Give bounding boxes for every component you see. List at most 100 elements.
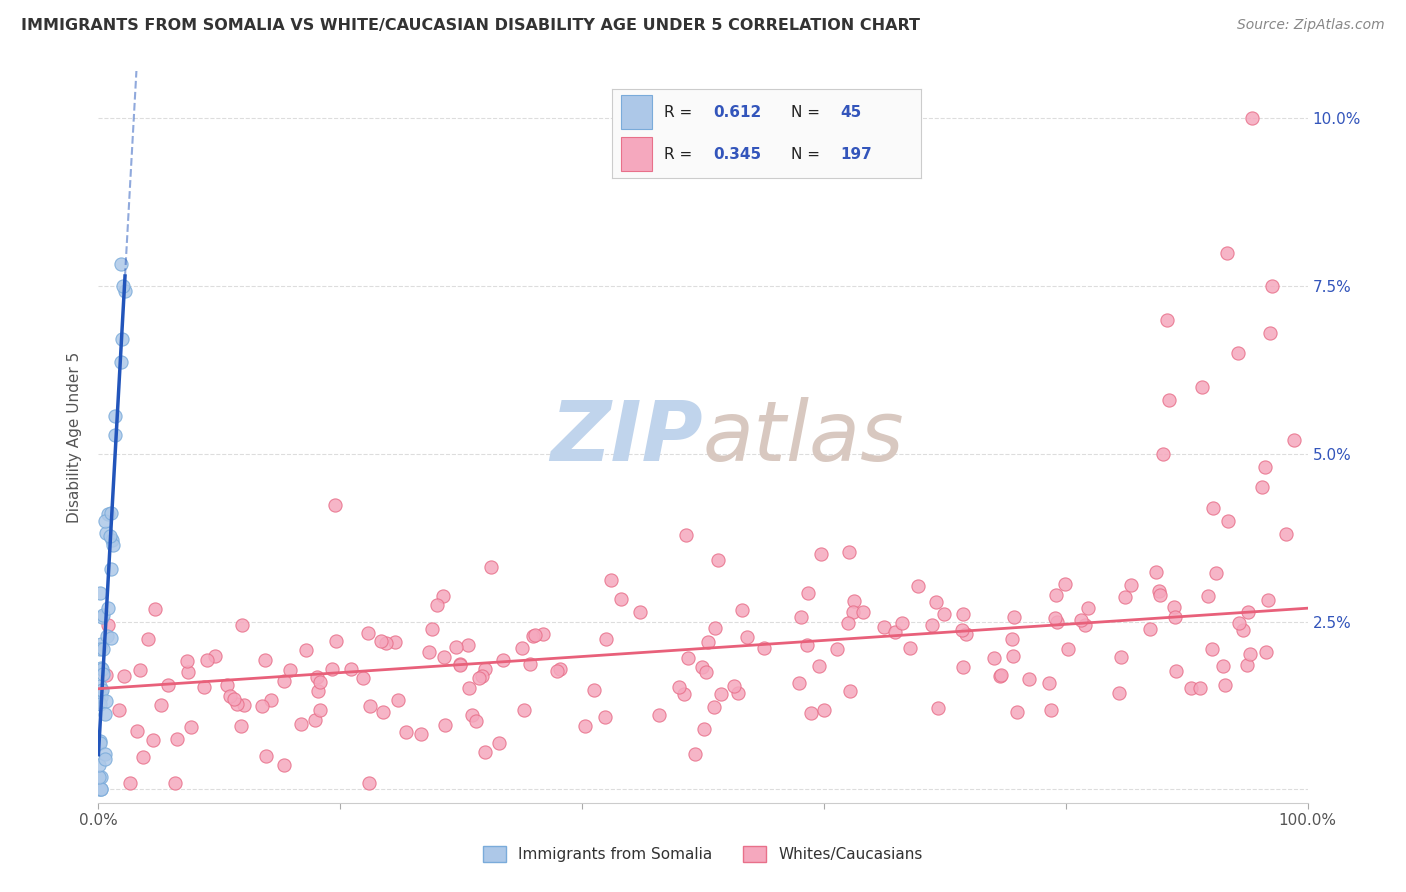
Point [1232,623,1254,637]
Text: R =: R = [664,105,697,120]
Point [108,703,131,717]
Point [359,775,381,789]
Point [101,533,124,547]
Point [1258,326,1281,340]
Point [101,538,124,552]
Point [219,689,242,703]
Point [1236,658,1258,673]
Text: atlas: atlas [703,397,904,477]
Text: Source: ZipAtlas.com: Source: ZipAtlas.com [1237,18,1385,32]
Point [418,645,440,659]
Point [94,514,117,528]
Point [444,640,467,655]
Point [1045,610,1067,624]
Point [100,529,122,543]
FancyBboxPatch shape [621,95,652,129]
Point [97,617,120,632]
Point [1163,599,1185,614]
Point [90,690,112,704]
Point [90,682,112,697]
Point [290,717,312,731]
Point [111,332,134,346]
Point [675,528,697,542]
Point [837,615,859,630]
Point [100,561,122,575]
Point [1275,527,1298,541]
Point [195,653,218,667]
Point [1005,705,1028,719]
Point [1147,584,1170,599]
Point [1213,678,1236,692]
Point [678,650,700,665]
Point [474,662,496,676]
Point [890,615,912,630]
Point [703,700,725,714]
Point [325,634,347,648]
Point [91,641,114,656]
Point [142,733,165,747]
Point [474,745,496,759]
Point [1250,480,1272,494]
Point [673,687,696,701]
Point [647,708,669,723]
Point [90,662,112,676]
Point [1227,615,1250,630]
Point [149,698,172,713]
Point [273,758,295,772]
Point [94,747,117,761]
Point [752,640,775,655]
Point [143,602,166,616]
Point [787,676,810,690]
Point [952,607,974,621]
Point [420,622,443,636]
Point [690,660,713,674]
Point [1189,681,1212,695]
Point [1111,649,1133,664]
Point [990,667,1012,681]
Point [852,606,875,620]
Point [1074,617,1097,632]
Point [375,636,398,650]
Point [93,607,115,622]
Point [524,628,547,642]
Point [1045,588,1067,602]
Point [707,553,730,567]
Point [273,674,295,689]
Point [163,775,186,789]
Point [89,734,111,748]
Point [593,709,616,723]
Point [177,665,200,679]
Point [1152,447,1174,461]
Point [531,627,554,641]
Point [225,697,247,711]
Point [90,637,112,651]
Point [813,703,835,717]
Point [600,574,623,588]
Point [96,601,118,615]
Text: IMMIGRANTS FROM SOMALIA VS WHITE/CAUCASIAN DISABILITY AGE UNDER 5 CORRELATION CH: IMMIGRANTS FROM SOMALIA VS WHITE/CAUCASI… [21,18,920,33]
Point [797,586,820,600]
Point [104,409,127,423]
Point [90,782,112,797]
Point [1114,590,1136,604]
Point [1284,434,1306,448]
Point [873,620,896,634]
Point [176,654,198,668]
Point [1053,577,1076,591]
Point [89,642,111,657]
Point [129,663,152,677]
Point [132,750,155,764]
Point [1001,632,1024,647]
Point [710,687,733,701]
Point [1202,500,1225,515]
Point [204,648,226,663]
Point [90,782,112,797]
Point [89,695,111,709]
Point [110,354,132,368]
Point [111,279,134,293]
Point [94,752,117,766]
Point [180,720,202,734]
Point [1164,610,1187,624]
Point [695,665,717,679]
Point [468,671,491,685]
